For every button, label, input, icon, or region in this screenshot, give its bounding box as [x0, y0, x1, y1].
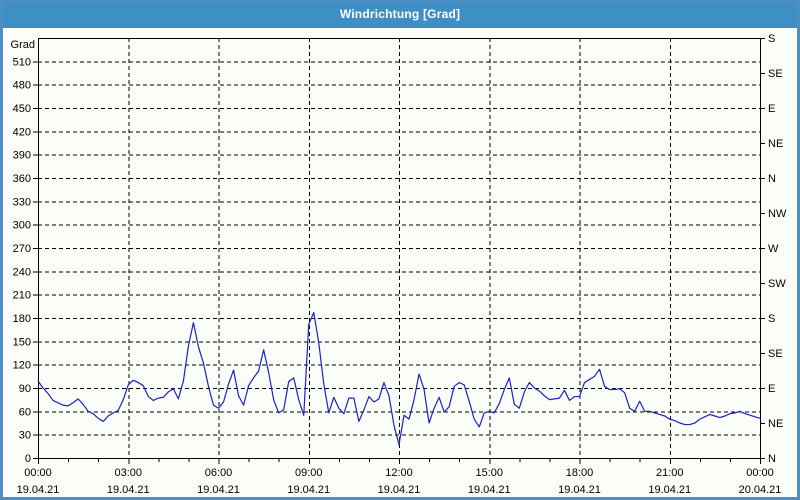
x-time-label: 21:00 — [656, 467, 684, 479]
x-time-label: 00:00 — [24, 467, 52, 479]
x-date-label: 19.04.21 — [558, 484, 601, 496]
x-date-label: 19.04.21 — [17, 484, 60, 496]
x-date-label: 19.04.21 — [197, 484, 240, 496]
x-time-label: 18:00 — [566, 467, 594, 479]
y-left-tick-label: 300 — [13, 220, 31, 232]
y-left-tick-label: 90 — [19, 383, 31, 395]
y-left-tick-label: 330 — [13, 196, 31, 208]
x-time-label: 15:00 — [475, 467, 503, 479]
x-time-label: 12:00 — [385, 467, 413, 479]
x-time-label: 03:00 — [114, 467, 142, 479]
x-date-label: 19.04.21 — [648, 484, 691, 496]
y-left-tick-label: 510 — [13, 56, 31, 68]
y-left-axis-caption: Grad — [11, 39, 35, 51]
y-left-tick-label: 0 — [25, 453, 31, 465]
y-left-tick-label: 360 — [13, 173, 31, 185]
y-left-tick-label: 30 — [19, 430, 31, 442]
x-date-label: 19.04.21 — [287, 484, 330, 496]
y-left-tick-label: 270 — [13, 243, 31, 255]
x-time-label: 00:00 — [746, 467, 774, 479]
compass-label: S — [768, 313, 775, 325]
x-date-label: 19.04.21 — [378, 484, 421, 496]
y-left-tick-label: 180 — [13, 313, 31, 325]
y-left-tick-label: 120 — [13, 360, 31, 372]
x-date-label: 20.04.21 — [739, 484, 782, 496]
y-left-tick-label: 390 — [13, 150, 31, 162]
title-bar: Windrichtung [Grad] — [0, 0, 800, 28]
compass-label: NW — [768, 208, 787, 220]
compass-label: SE — [768, 348, 783, 360]
x-date-label: 19.04.21 — [468, 484, 511, 496]
y-left-tick-label: 210 — [13, 290, 31, 302]
compass-label: NE — [768, 138, 783, 150]
y-left-tick-label: 480 — [13, 80, 31, 92]
compass-label: N — [768, 173, 776, 185]
compass-label: SW — [768, 278, 786, 290]
compass-label: S — [768, 33, 775, 45]
compass-label: SE — [768, 68, 783, 80]
wind-direction-line — [37, 311, 761, 446]
y-left-tick-label: 60 — [19, 406, 31, 418]
x-time-label: 06:00 — [205, 467, 233, 479]
compass-label: E — [768, 103, 775, 115]
y-left-tick-label: 150 — [13, 336, 31, 348]
y-left-tick-label: 450 — [13, 103, 31, 115]
compass-label: NE — [768, 418, 783, 430]
compass-label: W — [768, 243, 779, 255]
compass-label: N — [768, 453, 776, 465]
y-left-tick-label: 420 — [13, 126, 31, 138]
compass-label: E — [768, 383, 775, 395]
window-title: Windrichtung [Grad] — [339, 7, 461, 21]
y-left-tick-label: 240 — [13, 266, 31, 278]
x-time-label: 09:00 — [295, 467, 323, 479]
x-date-label: 19.04.21 — [107, 484, 150, 496]
